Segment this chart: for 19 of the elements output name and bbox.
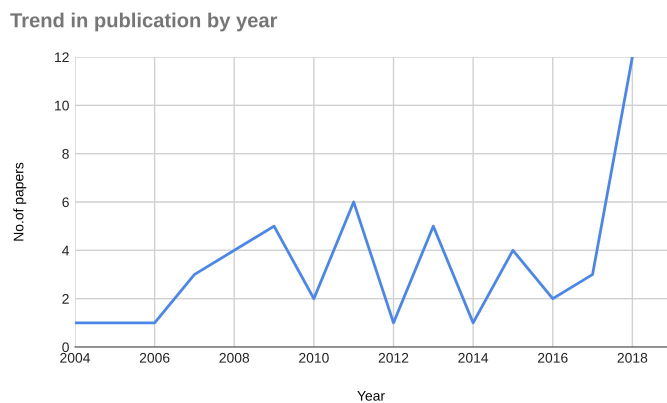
line-series bbox=[75, 57, 634, 324]
x-tick-label: 2010 bbox=[299, 352, 329, 363]
y-tick-label: 2 bbox=[62, 294, 69, 304]
y-tick-label: 6 bbox=[62, 197, 69, 208]
x-tick-label: 2016 bbox=[538, 352, 568, 363]
chart-title: Trend in publication by year bbox=[10, 12, 278, 32]
y-axis-title: No.of papers bbox=[13, 162, 26, 241]
y-tick-label: 4 bbox=[62, 246, 70, 256]
y-tick-label: 10 bbox=[55, 100, 69, 111]
x-tick-label: 2004 bbox=[60, 352, 90, 363]
x-axis-title: Year bbox=[357, 391, 385, 401]
x-tick-label: 2006 bbox=[140, 352, 170, 363]
y-tick-label: 8 bbox=[62, 149, 69, 159]
x-tick-label: 2018 bbox=[618, 352, 648, 363]
x-tick-label: 2012 bbox=[378, 352, 408, 363]
y-tick-label: 12 bbox=[55, 52, 69, 62]
x-tick-label: 2008 bbox=[220, 352, 250, 363]
x-tick-label: 2014 bbox=[458, 352, 488, 363]
y-tick-label: 0 bbox=[62, 342, 69, 352]
